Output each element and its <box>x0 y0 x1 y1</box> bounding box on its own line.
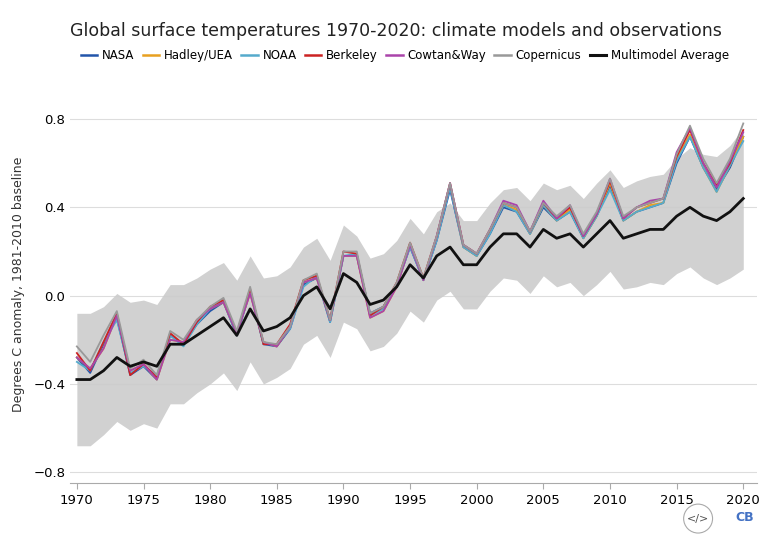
Text: Global surface temperatures 1970-2020: climate models and observations: Global surface temperatures 1970-2020: c… <box>70 22 722 40</box>
Y-axis label: Degrees C anomaly, 1981-2010 baseline: Degrees C anomaly, 1981-2010 baseline <box>12 157 25 412</box>
Text: </>: </> <box>687 513 709 524</box>
Legend: NASA, Hadley/UEA, NOAA, Berkeley, Cowtan&Way, Copernicus, Multimodel Average: NASA, Hadley/UEA, NOAA, Berkeley, Cowtan… <box>76 44 734 67</box>
Text: CB: CB <box>736 511 754 524</box>
